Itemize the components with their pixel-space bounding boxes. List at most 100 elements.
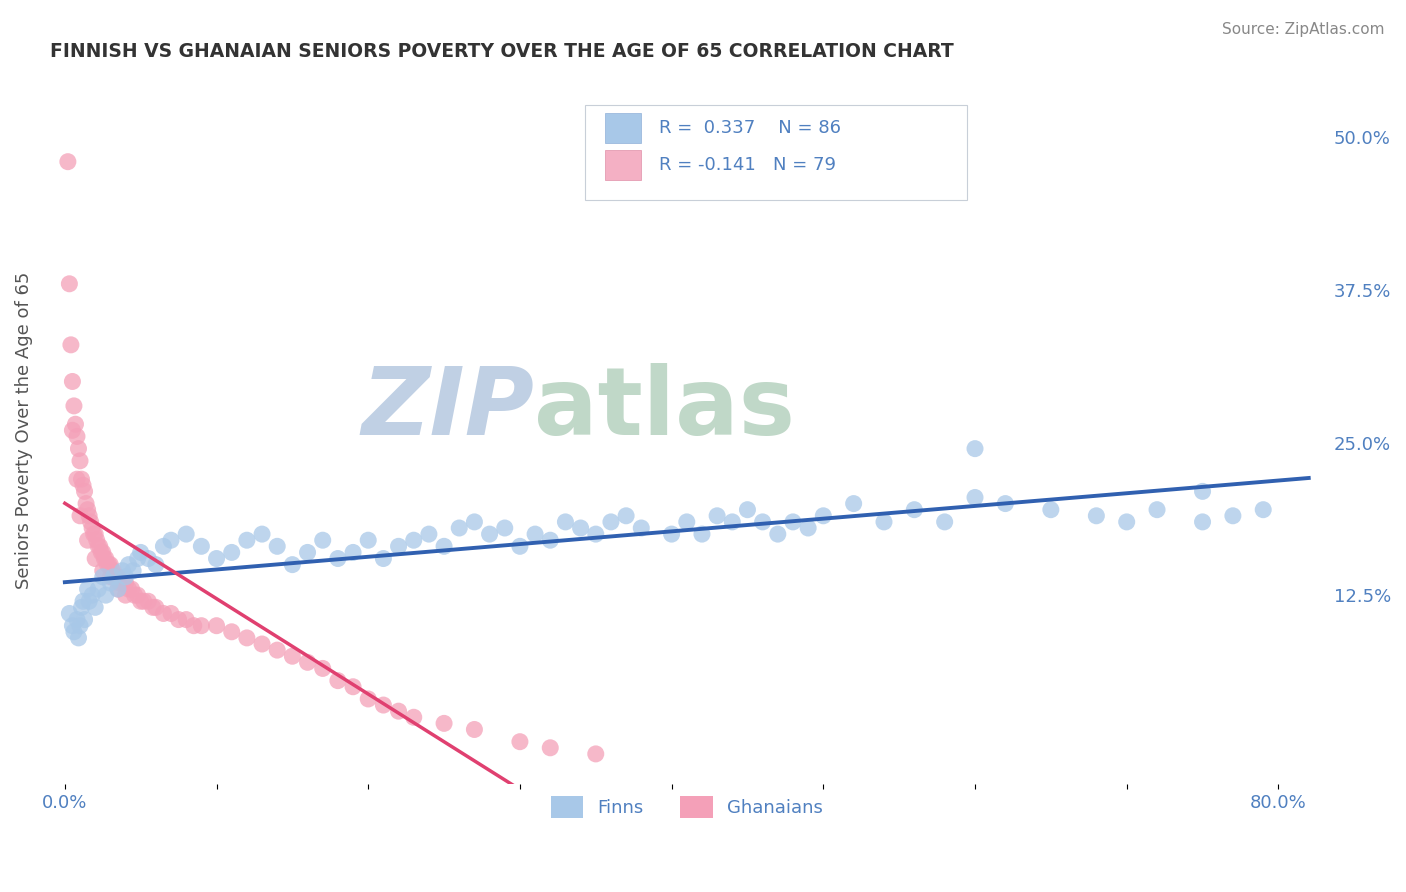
Point	[117, 582, 139, 596]
Point	[585, 747, 607, 761]
Text: FINNISH VS GHANAIAN SENIORS POVERTY OVER THE AGE OF 65 CORRELATION CHART: FINNISH VS GHANAIAN SENIORS POVERTY OVER…	[49, 42, 953, 61]
Point	[105, 570, 128, 584]
Point	[190, 618, 212, 632]
Point	[69, 508, 91, 523]
Point	[79, 515, 101, 529]
Point	[963, 442, 986, 456]
Point	[402, 710, 425, 724]
Point	[152, 539, 174, 553]
Point	[297, 656, 319, 670]
Point	[236, 533, 259, 548]
Point	[63, 624, 86, 639]
Point	[449, 521, 471, 535]
Point	[103, 570, 125, 584]
Point	[281, 558, 304, 572]
Point	[70, 600, 93, 615]
Point	[84, 600, 107, 615]
Point	[1191, 484, 1213, 499]
Point	[174, 527, 197, 541]
Point	[73, 613, 96, 627]
Point	[934, 515, 956, 529]
Point	[554, 515, 576, 529]
Point	[402, 533, 425, 548]
Point	[509, 539, 531, 553]
Point	[1251, 502, 1274, 516]
Point	[114, 588, 136, 602]
Y-axis label: Seniors Poverty Over the Age of 65: Seniors Poverty Over the Age of 65	[15, 272, 32, 589]
Text: R =  0.337    N = 86: R = 0.337 N = 86	[659, 119, 841, 136]
Point	[87, 539, 110, 553]
Point	[152, 607, 174, 621]
Point	[585, 527, 607, 541]
Point	[97, 558, 120, 572]
Point	[797, 521, 820, 535]
Point	[122, 564, 145, 578]
Point	[127, 551, 149, 566]
Point	[129, 594, 152, 608]
Point	[183, 618, 205, 632]
Point	[326, 551, 349, 566]
Point	[1039, 502, 1062, 516]
Point	[132, 594, 155, 608]
Point	[121, 582, 143, 596]
Point	[82, 588, 104, 602]
Point	[387, 539, 409, 553]
Point	[737, 502, 759, 516]
Point	[706, 508, 728, 523]
Point	[1191, 515, 1213, 529]
Point	[77, 594, 100, 608]
FancyBboxPatch shape	[605, 113, 641, 143]
Point	[266, 539, 288, 553]
Point	[84, 551, 107, 566]
Point	[69, 618, 91, 632]
Point	[62, 375, 84, 389]
Point	[58, 277, 80, 291]
Point	[160, 607, 183, 621]
Point	[91, 564, 114, 578]
Point	[111, 564, 134, 578]
Point	[66, 429, 89, 443]
Point	[58, 607, 80, 621]
Point	[205, 551, 228, 566]
Point	[205, 618, 228, 632]
Point	[67, 442, 90, 456]
Point	[98, 558, 121, 572]
Point	[69, 454, 91, 468]
Point	[107, 582, 129, 596]
Point	[751, 515, 773, 529]
Point	[136, 551, 159, 566]
Point	[104, 570, 127, 584]
Point	[690, 527, 713, 541]
FancyBboxPatch shape	[605, 150, 641, 179]
Point	[96, 558, 118, 572]
Point	[600, 515, 623, 529]
Point	[76, 502, 98, 516]
Point	[117, 558, 139, 572]
Point	[418, 527, 440, 541]
Point	[67, 631, 90, 645]
Point	[357, 533, 380, 548]
Point	[124, 588, 146, 602]
Point	[326, 673, 349, 688]
Point	[91, 570, 114, 584]
Point	[62, 423, 84, 437]
Point	[94, 551, 117, 566]
Point	[65, 417, 87, 432]
Point	[766, 527, 789, 541]
Point	[111, 576, 134, 591]
Point	[114, 570, 136, 584]
Text: R = -0.141   N = 79: R = -0.141 N = 79	[659, 156, 835, 174]
Point	[524, 527, 547, 541]
Point	[387, 704, 409, 718]
Point	[721, 515, 744, 529]
Text: ZIP: ZIP	[361, 363, 534, 455]
Point	[782, 515, 804, 529]
Point	[373, 551, 395, 566]
Point	[266, 643, 288, 657]
Point	[94, 588, 117, 602]
Point	[62, 618, 84, 632]
Point	[136, 594, 159, 608]
Point	[73, 484, 96, 499]
Point	[160, 533, 183, 548]
Point	[312, 661, 335, 675]
